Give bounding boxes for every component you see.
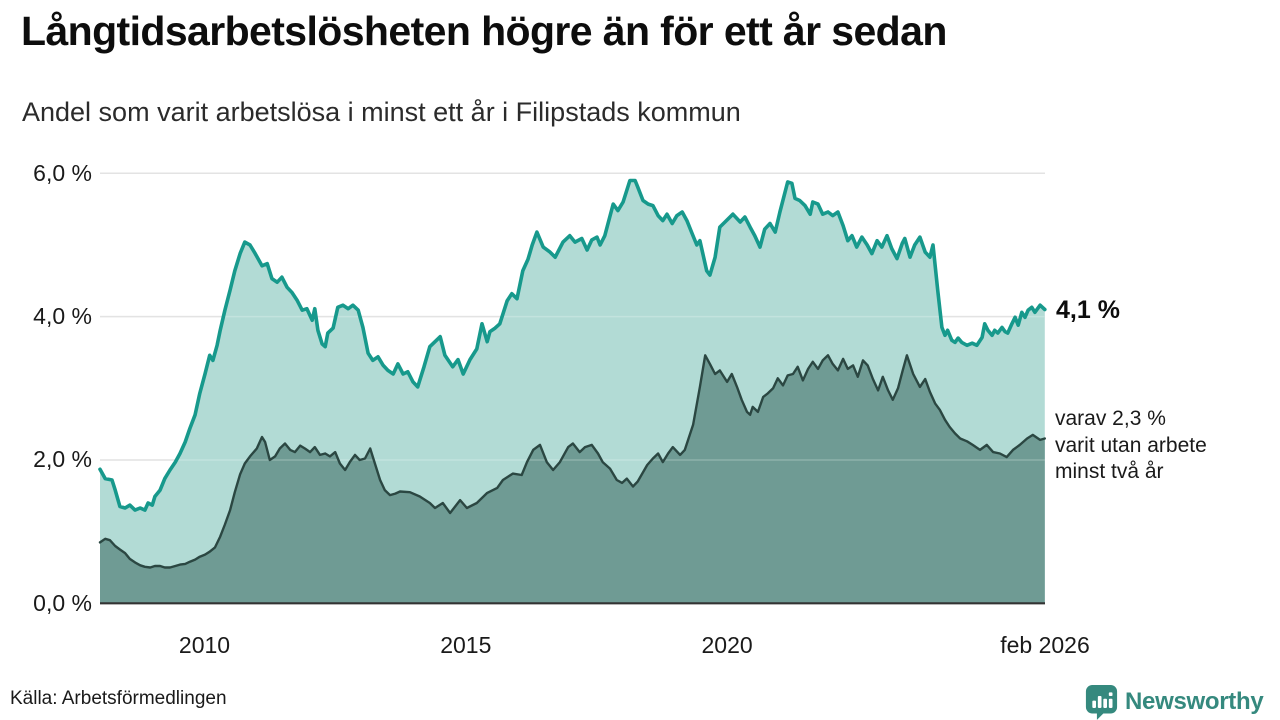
chart-subtitle: Andel som varit arbetslösa i minst ett å… xyxy=(22,97,741,127)
page-title: Långtidsarbetslösheten högre än för ett … xyxy=(21,8,947,54)
newsworthy-logo: Newsworthy xyxy=(1085,683,1264,720)
newsworthy-wordmark: Newsworthy xyxy=(1125,687,1264,715)
two-year-annotation-line2: varit utan arbete xyxy=(1055,433,1207,457)
latest-value-label: 4,1 % xyxy=(1056,296,1120,324)
source-credit: Källa: Arbetsförmedlingen xyxy=(10,688,227,709)
x-tick-label: 2010 xyxy=(178,632,231,658)
y-tick-label: 2,0 % xyxy=(33,446,92,473)
two-year-annotation-line1: varav 2,3 % xyxy=(1055,407,1166,430)
y-tick-label: 0,0 % xyxy=(33,589,92,616)
two-year-annotation: varav 2,3 % varit utan arbete minst två … xyxy=(1055,406,1207,486)
x-tick-label: 2020 xyxy=(701,632,753,658)
x-tick-label: 2015 xyxy=(440,632,492,658)
x-tick-label: feb 2026 xyxy=(1000,632,1090,658)
y-tick-label: 6,0 % xyxy=(33,159,92,186)
y-tick-label: 4,0 % xyxy=(33,303,92,330)
two-year-annotation-line3: minst två år xyxy=(1055,460,1164,483)
newsworthy-bubble-icon xyxy=(1085,684,1118,720)
